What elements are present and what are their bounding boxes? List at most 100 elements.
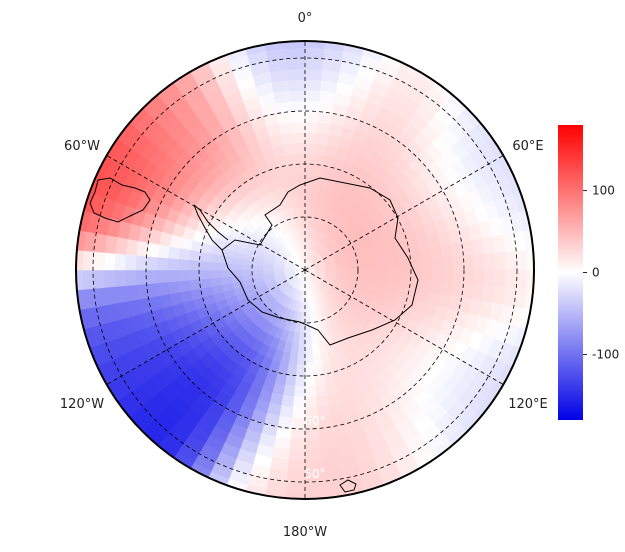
field-cell: [277, 111, 293, 125]
field-cell: [177, 258, 190, 271]
meridian-line: [304, 137, 534, 271]
field-cell: [505, 269, 518, 290]
field-cell: [135, 254, 148, 271]
field-cell: [304, 332, 312, 345]
field-cell: [177, 269, 190, 282]
field-cell: [410, 259, 422, 271]
field-cell: [76, 248, 84, 271]
field-cell: [300, 227, 306, 239]
field-cell: [124, 269, 137, 287]
field-cell: [288, 174, 299, 187]
field-cell: [209, 276, 222, 287]
field-cell: [92, 269, 105, 289]
field-cell: [285, 470, 306, 483]
field-cell: [289, 100, 306, 113]
field-cell: [431, 269, 444, 283]
field-cell: [304, 174, 314, 186]
field-cell: [286, 57, 306, 70]
field-cell: [441, 269, 454, 284]
field-cell: [294, 375, 306, 387]
field-cell: [526, 269, 534, 292]
field-cell: [494, 252, 507, 271]
colorbar-tick-label: 100: [592, 184, 615, 198]
field-cell: [314, 384, 328, 397]
field-cell: [346, 265, 359, 271]
field-cell: [304, 79, 323, 92]
field-cell: [304, 131, 318, 144]
field-cell: [357, 264, 369, 271]
field-cell: [145, 269, 158, 285]
field-cell: [304, 121, 319, 134]
field-cell: [82, 249, 95, 271]
field-cell: [124, 253, 137, 271]
field-cell: [293, 385, 306, 398]
graticule: [76, 41, 534, 499]
colorbar: [558, 125, 583, 420]
field-cell: [284, 153, 297, 167]
field-cell: [304, 47, 326, 60]
field-cell: [304, 396, 318, 409]
field-cell: [315, 394, 330, 408]
field-cell: [188, 259, 200, 271]
field-cell: [76, 269, 84, 291]
field-cell: [304, 449, 322, 461]
field-cell: [286, 459, 306, 472]
field-cell: [299, 206, 306, 218]
field-cell: [310, 342, 321, 355]
field-cell: [292, 396, 306, 409]
field-cell: [282, 143, 296, 156]
field-cell: [291, 406, 306, 419]
field-cell: [304, 375, 316, 387]
field-cell: [452, 255, 465, 271]
field-cell: [156, 281, 170, 297]
field-cell: [284, 41, 306, 49]
new-zealand-coastline: [339, 479, 357, 493]
field-cell: [285, 47, 306, 60]
field-cell: [295, 163, 306, 176]
field-cell: [114, 269, 126, 287]
field-cell: [209, 269, 221, 279]
field-cell: [441, 256, 454, 271]
meridian-line: [76, 269, 306, 403]
latitude-label: 60°: [304, 414, 325, 428]
field-cell: [304, 427, 321, 440]
field-cell: [146, 282, 160, 298]
field-cell: [483, 269, 496, 288]
field-cell: [283, 491, 306, 499]
field-cell: [526, 249, 534, 271]
latitude-circle: [251, 216, 359, 324]
meridian-line: [304, 269, 534, 403]
colorbar-tick-label: -100: [592, 347, 619, 361]
field-cell: [494, 269, 507, 289]
latitude-circle: [145, 110, 465, 430]
field-cell: [304, 153, 316, 165]
latitude-label: 70°: [304, 361, 325, 375]
field-cell: [367, 263, 380, 271]
field-cell: [82, 269, 95, 290]
field-cell: [286, 164, 298, 177]
field-cell: [103, 269, 116, 288]
field-cell: [389, 269, 401, 279]
field-cell: [290, 110, 306, 123]
field-cell: [289, 427, 306, 440]
field-cell: [290, 417, 306, 430]
field-cell: [388, 253, 401, 264]
field-cell: [219, 269, 232, 278]
field-cell: [408, 249, 422, 262]
field-cell: [292, 131, 306, 144]
field-cell: [515, 269, 528, 291]
field-cell: [188, 278, 202, 291]
lon-label-120e: 120°E: [508, 397, 548, 412]
field-cell: [92, 250, 105, 271]
antarctic-peninsula-coastline: [193, 204, 229, 251]
field-cell: [288, 438, 306, 451]
field-cell: [167, 280, 181, 295]
field-cell: [188, 269, 200, 281]
field-cell: [304, 100, 321, 113]
field-cell: [288, 89, 306, 102]
latitude-labels: 70° 60° 50°: [304, 361, 325, 481]
map-boundary: [75, 40, 535, 500]
field-cell: [278, 121, 294, 135]
field-cell: [304, 438, 322, 451]
